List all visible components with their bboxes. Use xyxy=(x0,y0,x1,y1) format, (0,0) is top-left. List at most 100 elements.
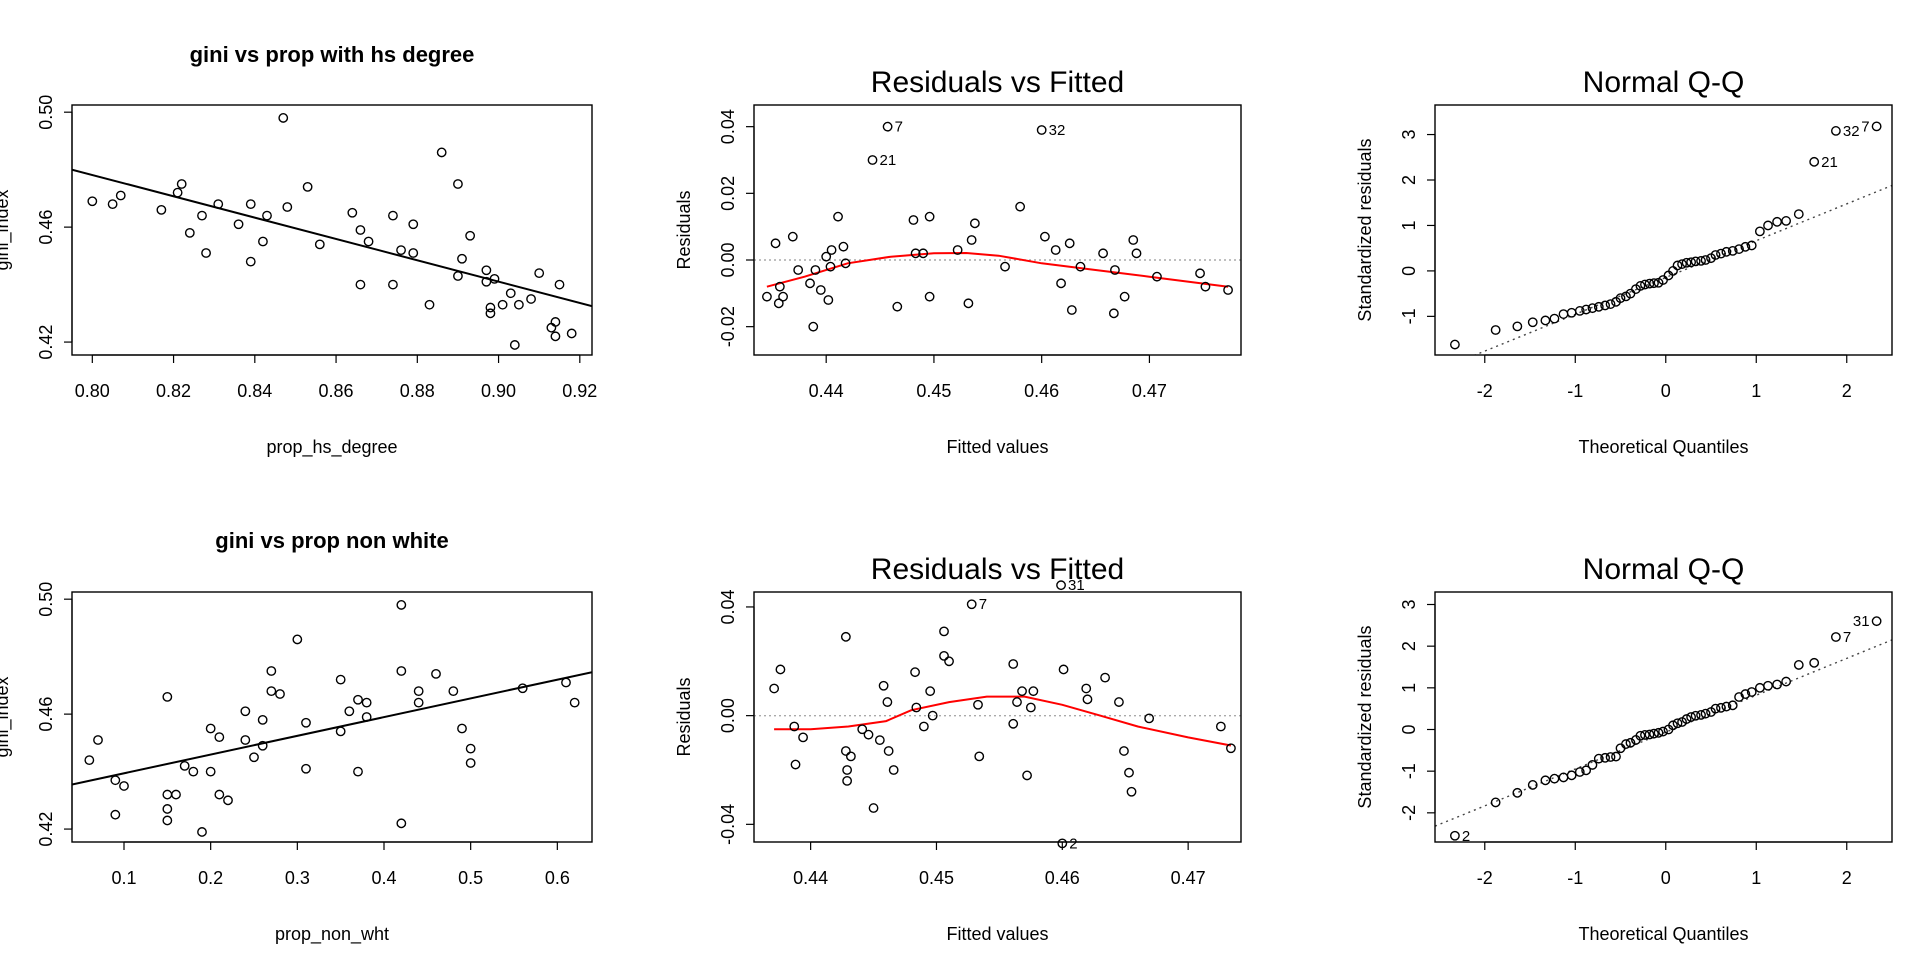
data-point xyxy=(257,714,268,725)
chart-panel-5: Residuals vs Fitted Fitted values Residual… xyxy=(674,553,1242,944)
data-point xyxy=(840,746,851,756)
data-point xyxy=(1793,660,1804,670)
plot-area xyxy=(72,671,592,786)
x-tick-label: 2 xyxy=(1842,381,1852,401)
data-point xyxy=(833,211,843,222)
data-point xyxy=(1050,245,1061,255)
y-axis-label: gini_index xyxy=(0,189,13,270)
data-point xyxy=(561,677,571,688)
data-point xyxy=(1587,760,1598,770)
data-point xyxy=(1677,259,1687,269)
data-point xyxy=(465,743,476,754)
data-point xyxy=(1809,657,1820,668)
data-point xyxy=(939,626,949,637)
data-point xyxy=(952,245,963,255)
data-point xyxy=(790,759,801,770)
data-point xyxy=(485,308,496,319)
data-point xyxy=(505,288,516,299)
data-point xyxy=(1621,739,1631,749)
data-point xyxy=(1710,703,1721,714)
data-point xyxy=(805,278,815,289)
data-point xyxy=(1025,702,1036,713)
data-point xyxy=(1540,775,1551,786)
data-point xyxy=(93,735,103,745)
data-point xyxy=(1549,773,1560,784)
data-point xyxy=(1490,797,1501,808)
data-point xyxy=(821,251,832,262)
data-point xyxy=(1126,786,1137,797)
data-point xyxy=(774,281,785,292)
data-point xyxy=(1512,321,1523,332)
data-point xyxy=(1540,315,1551,326)
chart-title: gini vs prop non white xyxy=(215,528,448,553)
data-point xyxy=(1566,770,1577,781)
data-point xyxy=(1131,248,1142,259)
x-tick-label: 0.44 xyxy=(809,381,844,401)
data-point xyxy=(1527,317,1538,328)
x-axis-label: Theoretical Quantiles xyxy=(1578,437,1748,457)
data-point xyxy=(184,227,195,238)
point-label: 32 xyxy=(1049,122,1066,139)
data-point xyxy=(840,631,851,642)
data-point xyxy=(453,271,463,281)
data-point xyxy=(282,202,293,212)
chart-title: Residuals vs Fitted xyxy=(871,553,1124,586)
y-tick-label: 0.42 xyxy=(36,325,56,360)
chart-title: Normal Q-Q xyxy=(1583,553,1745,586)
data-point xyxy=(878,680,889,691)
data-point xyxy=(1549,313,1560,324)
data-point xyxy=(973,699,983,710)
data-point xyxy=(1075,261,1086,272)
data-point xyxy=(770,238,781,249)
data-point xyxy=(266,686,277,697)
data-point xyxy=(249,752,259,763)
data-point xyxy=(413,697,424,708)
data-point xyxy=(197,827,207,837)
y-tick-label: 1 xyxy=(1399,220,1419,230)
data-point xyxy=(1690,256,1701,267)
data-point xyxy=(1615,293,1626,304)
data-point xyxy=(1696,256,1706,266)
y-tick-label: -2 xyxy=(1399,805,1419,821)
plot-frame xyxy=(71,104,593,356)
data-point xyxy=(882,121,893,132)
data-point xyxy=(867,155,878,165)
data-point xyxy=(214,732,225,743)
data-point xyxy=(353,694,363,705)
data-point xyxy=(355,279,366,290)
data-point xyxy=(424,299,435,310)
x-tick-label: -1 xyxy=(1567,381,1583,401)
data-point xyxy=(1653,727,1664,738)
smooth-fit-line xyxy=(774,695,1232,747)
plot-frame xyxy=(71,591,593,843)
data-point xyxy=(974,751,985,762)
data-point xyxy=(1008,718,1019,729)
data-point xyxy=(842,765,853,775)
data-point xyxy=(1128,235,1139,245)
data-point xyxy=(262,210,272,221)
data-point xyxy=(396,666,407,676)
point-label: 21 xyxy=(880,152,897,169)
chart-panel-4: gini vs prop non white prop_non_wht gini_i… xyxy=(0,528,593,945)
data-point xyxy=(969,218,980,229)
data-point xyxy=(1668,720,1678,731)
y-tick-label: -0.02 xyxy=(718,306,738,347)
data-point xyxy=(1700,255,1711,265)
regression-line xyxy=(72,168,592,308)
data-point xyxy=(258,236,268,247)
data-point xyxy=(509,340,520,350)
data-point xyxy=(1226,743,1236,754)
data-point xyxy=(908,215,919,225)
x-tick-label: 0.1 xyxy=(111,868,136,888)
data-point xyxy=(815,285,826,295)
x-tick-label: 0.86 xyxy=(319,381,354,401)
data-point xyxy=(1574,306,1585,316)
data-point xyxy=(1625,737,1636,748)
data-point xyxy=(939,650,949,661)
data-point xyxy=(1000,261,1010,272)
point-label: 31 xyxy=(1068,577,1085,594)
data-point xyxy=(1611,751,1621,762)
data-point xyxy=(1740,689,1751,699)
data-point xyxy=(1082,694,1093,705)
y-tick-label: 0.42 xyxy=(36,812,56,847)
